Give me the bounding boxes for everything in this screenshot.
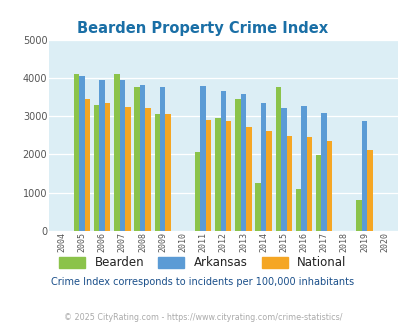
Bar (361, 121, 367, 231)
Bar (165, 114, 171, 231)
Bar (215, 118, 220, 231)
Bar (104, 103, 110, 231)
Bar (85, 99, 90, 231)
Bar (266, 131, 271, 231)
Bar (321, 113, 326, 231)
Bar (295, 189, 301, 231)
Bar (99, 80, 104, 231)
Bar (275, 87, 280, 231)
Bar (315, 155, 321, 231)
Bar (205, 120, 211, 231)
Bar (226, 121, 231, 231)
Text: Crime Index corresponds to incidents per 100,000 inhabitants: Crime Index corresponds to incidents per… (51, 278, 354, 287)
Bar (260, 103, 266, 231)
Bar (280, 108, 286, 231)
Bar (119, 80, 125, 231)
Bar (286, 136, 291, 231)
Text: Bearden Property Crime Index: Bearden Property Crime Index (77, 21, 328, 36)
Bar (154, 114, 160, 231)
Bar (74, 74, 79, 231)
Bar (200, 86, 205, 231)
Bar (306, 137, 311, 231)
Bar (160, 87, 165, 231)
Bar (114, 74, 119, 231)
Legend: Bearden, Arkansas, National: Bearden, Arkansas, National (54, 252, 351, 274)
Bar (134, 87, 139, 231)
Bar (194, 151, 200, 231)
Bar (125, 107, 130, 231)
Text: © 2025 CityRating.com - https://www.cityrating.com/crime-statistics/: © 2025 CityRating.com - https://www.city… (64, 313, 341, 322)
Bar (356, 200, 361, 231)
Bar (245, 127, 251, 231)
Bar (220, 91, 226, 231)
Bar (367, 150, 372, 231)
Bar (139, 84, 145, 231)
Bar (326, 141, 332, 231)
Bar (94, 105, 99, 231)
Bar (255, 183, 260, 231)
Bar (145, 108, 150, 231)
Bar (301, 106, 306, 231)
Bar (235, 99, 240, 231)
Bar (79, 76, 85, 231)
Bar (240, 94, 245, 231)
